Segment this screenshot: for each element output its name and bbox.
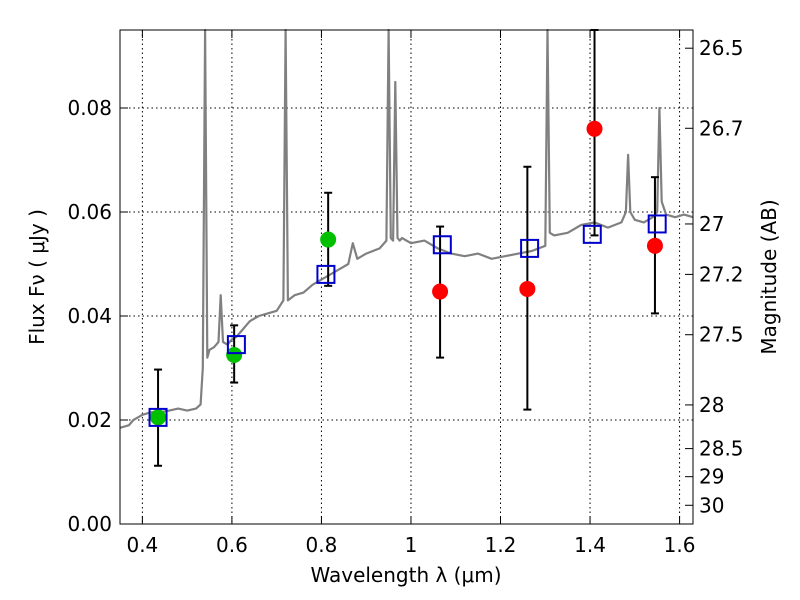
flux-point [320,231,337,248]
model-flux-square [582,224,602,244]
mag-tick-label: 26.5 [699,36,744,60]
model-flux-square [226,335,246,355]
axis-ticks: 0.4 0.6 0.8 1 1.2 1.4 1.6 0.00 0.02 0.04 0.06 0.08 2… [67,30,744,557]
x-tick-label: 0.8 [306,533,338,557]
mag-tick-label: 28.5 [699,437,744,461]
y-tick-label: 0.04 [67,304,112,328]
model-flux-square [520,238,540,258]
mag-tick-label: 27.5 [699,323,744,347]
mag-tick-label: 28 [699,393,724,417]
mag-tick-label: 27.2 [699,262,744,286]
y-tick-label: 0.00 [67,512,112,536]
mag-tick-label: 29 [699,465,724,489]
x-tick-label: 1.6 [664,533,696,557]
y-tick-label: 0.06 [67,200,112,224]
y2-axis-label: Magnitude (AB) [757,199,781,354]
model-flux-square [432,235,452,255]
x-tick-label: 1.2 [485,533,517,557]
errorbars [154,29,659,467]
data-markers [148,120,667,427]
x-axis-label: Wavelength λ (μm) [310,563,501,587]
y-tick-label: 0.02 [67,408,112,432]
plot-frame [119,29,694,525]
model-flux-square [316,264,336,284]
flux-point [586,120,603,137]
model-spectrum-line [119,28,694,429]
mag-tick-label: 27 [699,212,724,236]
mag-tick-label: 30 [699,493,724,517]
x-tick-label: 0.6 [216,533,248,557]
flux-point [226,347,243,363]
flux-point [519,280,536,297]
grid [120,30,693,525]
y-tick-label: 0.08 [67,96,112,120]
x-tick-label: 1.4 [574,533,606,557]
mag-tick-label: 26.7 [699,116,744,140]
x-tick-label: 1 [405,533,418,557]
plot-area [119,28,694,467]
model-flux-square [148,407,168,427]
flux-point [432,283,449,300]
y-axis-label: Flux Fν ( μJy ) [25,209,49,345]
x-tick-label: 0.4 [126,533,158,557]
flux-point [646,237,663,254]
model-flux-square [647,214,667,234]
flux-point [150,409,167,426]
